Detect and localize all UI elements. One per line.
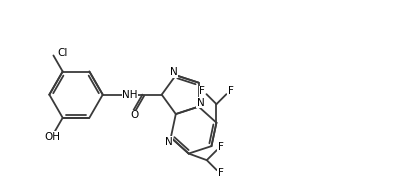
Text: N: N bbox=[165, 137, 173, 147]
Text: F: F bbox=[217, 168, 224, 178]
Text: N: N bbox=[170, 67, 178, 77]
Text: NH: NH bbox=[122, 90, 138, 100]
Text: O: O bbox=[130, 110, 138, 120]
Text: F: F bbox=[217, 142, 224, 152]
Text: Cl: Cl bbox=[57, 48, 67, 58]
Text: OH: OH bbox=[44, 132, 60, 142]
Text: N: N bbox=[197, 98, 204, 108]
Text: F: F bbox=[199, 86, 205, 96]
Text: F: F bbox=[228, 86, 234, 96]
